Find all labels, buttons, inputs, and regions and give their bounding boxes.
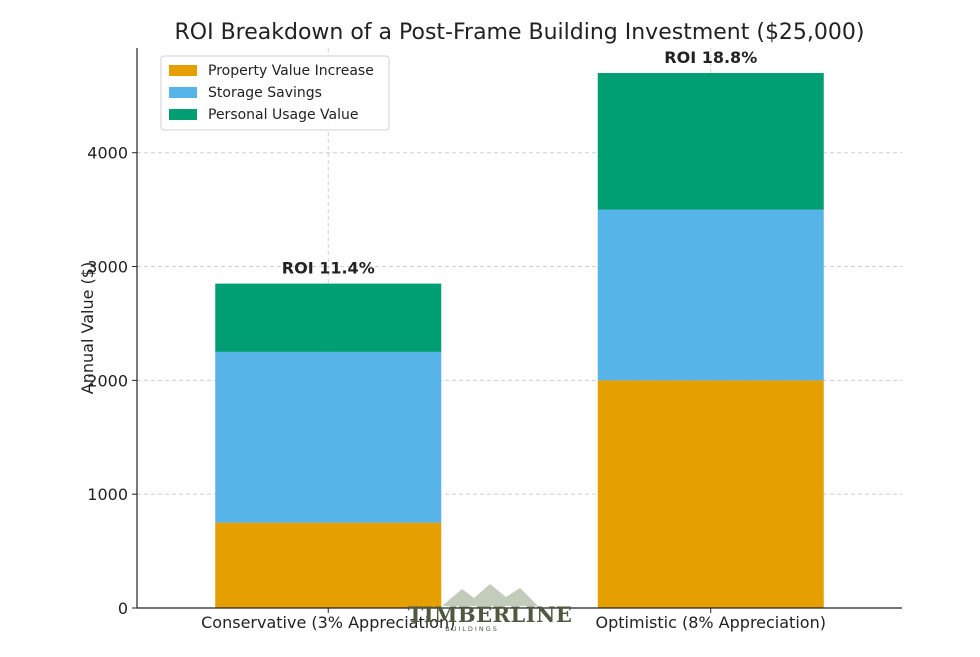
legend-box (160, 55, 390, 131)
bar-segment (597, 73, 824, 210)
y-tick-label: 2000 (87, 371, 128, 390)
legend-swatch (169, 109, 197, 120)
mountain-logo-icon (442, 584, 538, 606)
y-tick-label: 0 (118, 599, 128, 618)
bars (215, 73, 824, 608)
x-category-label: Conservative (3% Appreciation) (201, 613, 455, 632)
y-tick-label: 3000 (87, 258, 128, 277)
x-category-label: Optimistic (8% Appreciation) (596, 613, 826, 632)
legend-label: Property Value Increase (208, 63, 374, 79)
y-tick-label: 4000 (87, 144, 128, 163)
bar-segment (215, 522, 442, 608)
y-axis-label: Annual Value ($) (78, 262, 97, 394)
legend: Property Value Increase Storage Savings Pe… (160, 55, 390, 131)
bar-segment (215, 351, 442, 523)
legend-swatch (169, 65, 197, 76)
legend-label: Storage Savings (208, 85, 322, 101)
bar-segment (215, 283, 442, 352)
watermark-text: TIMBERLINE (408, 602, 573, 627)
bar-segment (597, 380, 824, 608)
roi-annotation: ROI 18.8% (664, 48, 757, 67)
legend-swatch (169, 87, 197, 98)
axes (132, 48, 902, 613)
roi-annotation: ROI 11.4% (282, 259, 375, 278)
watermark-subtext: BUILDINGS (445, 625, 499, 633)
chart-title: ROI Breakdown of a Post-Frame Building I… (174, 20, 864, 45)
legend-label: Personal Usage Value (208, 107, 358, 123)
bar-segment (597, 209, 824, 381)
y-tick-label: 1000 (87, 485, 128, 504)
labels: ROI 11.4% ROI 18.8% 0 1000 2000 3000 4000 Conse… (78, 20, 865, 632)
